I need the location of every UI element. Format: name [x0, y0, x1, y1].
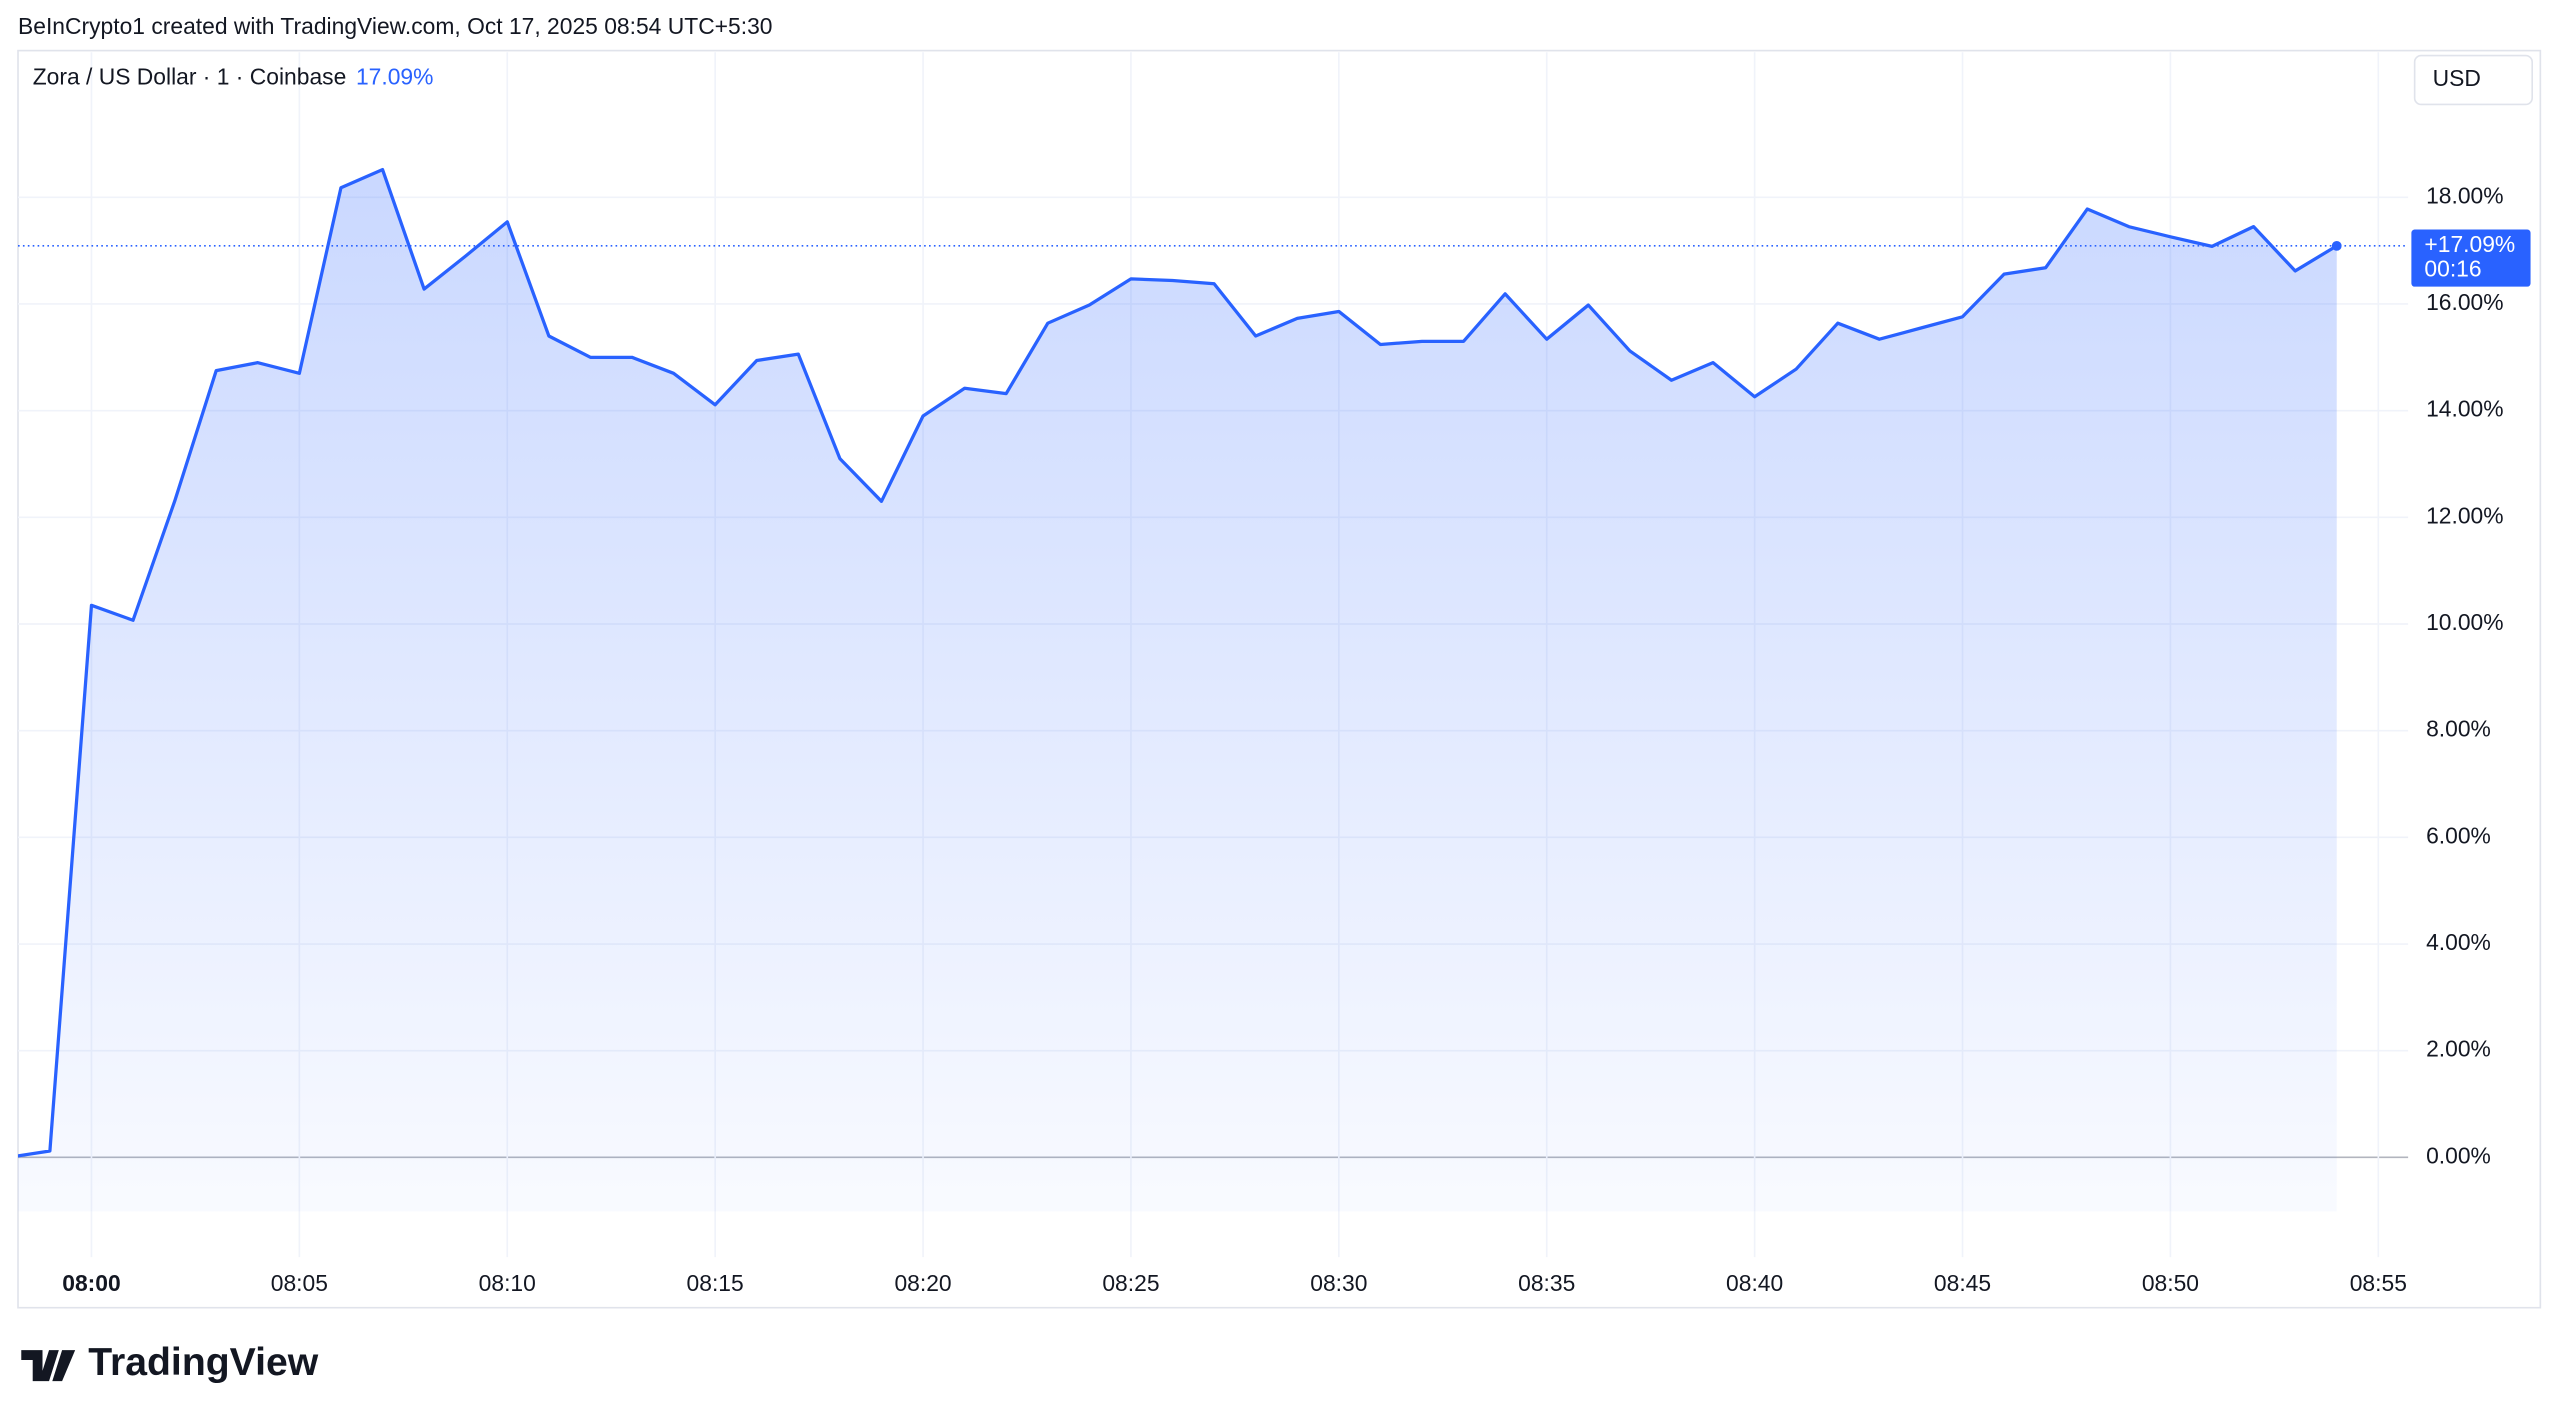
x-tick-label: 08:05 — [271, 1270, 328, 1296]
area — [18, 169, 2337, 1212]
y-tick-label: 12.00% — [2426, 502, 2503, 528]
logo: TradingView — [21, 1341, 319, 1384]
legend-change: 17.09% — [356, 63, 433, 89]
price-tag-label: +17.09% — [2424, 231, 2515, 257]
line — [18, 167, 2338, 1158]
x-tick-label: 08:20 — [894, 1270, 951, 1296]
y-tick-label: 16.00% — [2426, 289, 2503, 315]
x-tick-label: 08:30 — [1310, 1270, 1367, 1296]
x-tick-label: 08:00 — [62, 1270, 120, 1296]
legend: Zora / US Dollar · 1 · Coinbase — [33, 63, 347, 89]
y-tick-label: 4.00% — [2426, 929, 2491, 955]
y-tick-label: 0.00% — [2426, 1142, 2491, 1168]
y-tick-label: 10.00% — [2426, 609, 2503, 635]
currency-button[interactable] — [2413, 54, 2534, 106]
x-tick-label: 08:15 — [687, 1270, 744, 1296]
x-tick-label: 08:45 — [1934, 1270, 1991, 1296]
x-tick-label: 08:50 — [2142, 1270, 2199, 1296]
chart-frame — [17, 49, 2542, 1309]
x-tick-label: 08:55 — [2350, 1270, 2407, 1296]
y-tick-label: 14.00% — [2426, 396, 2503, 422]
y-tick-label: 18.00% — [2426, 182, 2503, 208]
price-tag — [2411, 229, 2531, 287]
x-tick-label: 08:25 — [1102, 1270, 1159, 1296]
footer: TradingView — [88, 1341, 319, 1384]
x-tick-label: 08:10 — [479, 1270, 536, 1296]
price-tag-countdown: 00:16 — [2424, 255, 2481, 281]
y-tick-label: 6.00% — [2426, 822, 2491, 848]
y-tick-label: 8.00% — [2426, 716, 2491, 742]
x-tick-label: 08:35 — [1518, 1270, 1575, 1296]
x-tick-label: 08:40 — [1726, 1270, 1783, 1296]
last-point — [2331, 240, 2342, 251]
y-tick-label: 2.00% — [2426, 1036, 2491, 1062]
header: BeInCrypto1 created with TradingView.com… — [18, 13, 772, 39]
currency[interactable]: USD — [2433, 65, 2481, 91]
